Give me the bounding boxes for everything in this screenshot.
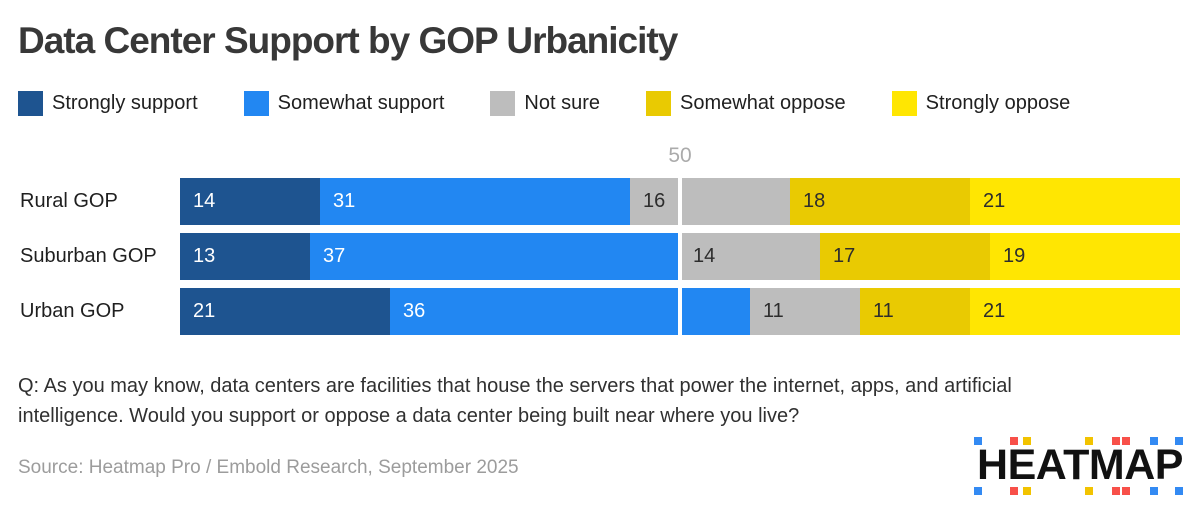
- stacked-bar: 21 36 11 11 21: [180, 288, 1180, 335]
- bar-segment: 11: [750, 288, 860, 335]
- logo-square-blue: [974, 487, 982, 495]
- legend-swatch: [490, 91, 516, 116]
- bar-segment: 21: [970, 288, 1180, 335]
- legend-label: Strongly support: [52, 92, 198, 114]
- legend-swatch: [646, 91, 671, 116]
- legend-label: Somewhat support: [277, 92, 445, 114]
- logo-square-red: [1010, 487, 1018, 495]
- bar-value: 21: [983, 190, 1006, 212]
- logo-square-red: [1112, 487, 1120, 495]
- gridline-50: [678, 178, 682, 335]
- bar-value: 14: [193, 190, 216, 212]
- logo-square-yellow: [1085, 487, 1093, 495]
- legend-item: Not sure: [490, 91, 600, 116]
- logo-square-red: [1122, 437, 1130, 445]
- logo-square-red: [1112, 437, 1120, 445]
- stacked-bar: 14 31 16 18 21: [180, 178, 1180, 225]
- bar-value: 36: [403, 300, 426, 322]
- row-label: Suburban GOP: [20, 245, 157, 267]
- bar-segment: 13: [180, 233, 310, 280]
- bar-value: 21: [983, 300, 1006, 322]
- legend-item: Strongly support: [18, 91, 198, 116]
- bar-value: 16: [643, 190, 666, 212]
- bar-segment: 37: [310, 233, 680, 280]
- logo-square-blue: [1150, 487, 1158, 495]
- legend-label: Not sure: [524, 92, 600, 114]
- legend: Strongly support Somewhat support Not sure…: [18, 91, 1070, 116]
- page-title: Data Center Support by GOP Urbanicity: [18, 20, 678, 61]
- bar-segment: 31: [320, 178, 630, 225]
- question-line-1: Q: As you may know, data centers are fac…: [18, 375, 1012, 397]
- bar-row: Suburban GOP 13 37 14 17 19: [0, 233, 1180, 280]
- logo-square-blue: [974, 437, 982, 445]
- bar-row: Rural GOP 14 31 16 18 21: [0, 178, 1180, 225]
- row-label: Urban GOP: [20, 300, 125, 322]
- bar-value: 19: [1003, 245, 1026, 267]
- logo-square-red: [1122, 487, 1130, 495]
- logo-square-blue: [1175, 487, 1183, 495]
- logo-squares-top: [972, 437, 1188, 445]
- source-text: Source: Heatmap Pro / Embold Research, S…: [18, 457, 519, 478]
- bar-segment: 18: [790, 178, 970, 225]
- legend-label: Strongly oppose: [925, 92, 1071, 114]
- bar-segment: 14: [180, 178, 320, 225]
- stacked-bar: 13 37 14 17 19: [180, 233, 1180, 280]
- bar-segment: 11: [860, 288, 970, 335]
- logo-squares-bottom: [972, 487, 1188, 495]
- bar-segment: 21: [180, 288, 390, 335]
- logo-square-yellow: [1023, 487, 1031, 495]
- bar-value: 14: [693, 245, 716, 267]
- bar-value: 11: [763, 300, 784, 322]
- bar-value: 18: [803, 190, 826, 212]
- bar-value: 17: [833, 245, 856, 267]
- logo-square-blue: [1175, 437, 1183, 445]
- bar-segment: 16: [630, 178, 790, 225]
- question-text: Q: As you may know, data centers are fac…: [18, 371, 1012, 431]
- question-line-2: intelligence. Would you support or oppos…: [18, 405, 800, 427]
- stacked-bar-chart: Rural GOP 14 31 16 18 21 Suburban GOP 13 37 14 17 1…: [0, 178, 1180, 343]
- legend-swatch: [243, 91, 269, 116]
- heatmap-logo: HEATMAP: [972, 437, 1188, 497]
- bar-segment: 19: [990, 233, 1180, 280]
- axis-tick-50: 50: [668, 144, 692, 167]
- logo-square-yellow: [1085, 437, 1093, 445]
- legend-item: Somewhat support: [243, 91, 445, 116]
- bar-row: Urban GOP 21 36 11 11 21: [0, 288, 1180, 335]
- legend-label: Somewhat oppose: [680, 92, 846, 114]
- logo-wordmark: HEATMAP: [977, 441, 1183, 489]
- legend-item: Somewhat oppose: [646, 91, 846, 116]
- row-label: Rural GOP: [20, 190, 118, 212]
- bar-value: 11: [873, 300, 894, 322]
- bar-value: 37: [323, 245, 346, 267]
- bar-segment: 36: [390, 288, 750, 335]
- logo-square-blue: [1150, 437, 1158, 445]
- bar-value: 13: [193, 245, 216, 267]
- legend-swatch: [18, 91, 43, 116]
- bar-segment: 21: [970, 178, 1180, 225]
- legend-item: Strongly oppose: [891, 91, 1071, 116]
- bar-segment: 17: [820, 233, 990, 280]
- bar-value: 31: [333, 190, 356, 212]
- legend-swatch: [891, 91, 917, 116]
- logo-square-red: [1010, 437, 1018, 445]
- bar-segment: 14: [680, 233, 820, 280]
- bar-value: 21: [193, 300, 216, 322]
- logo-square-yellow: [1023, 437, 1031, 445]
